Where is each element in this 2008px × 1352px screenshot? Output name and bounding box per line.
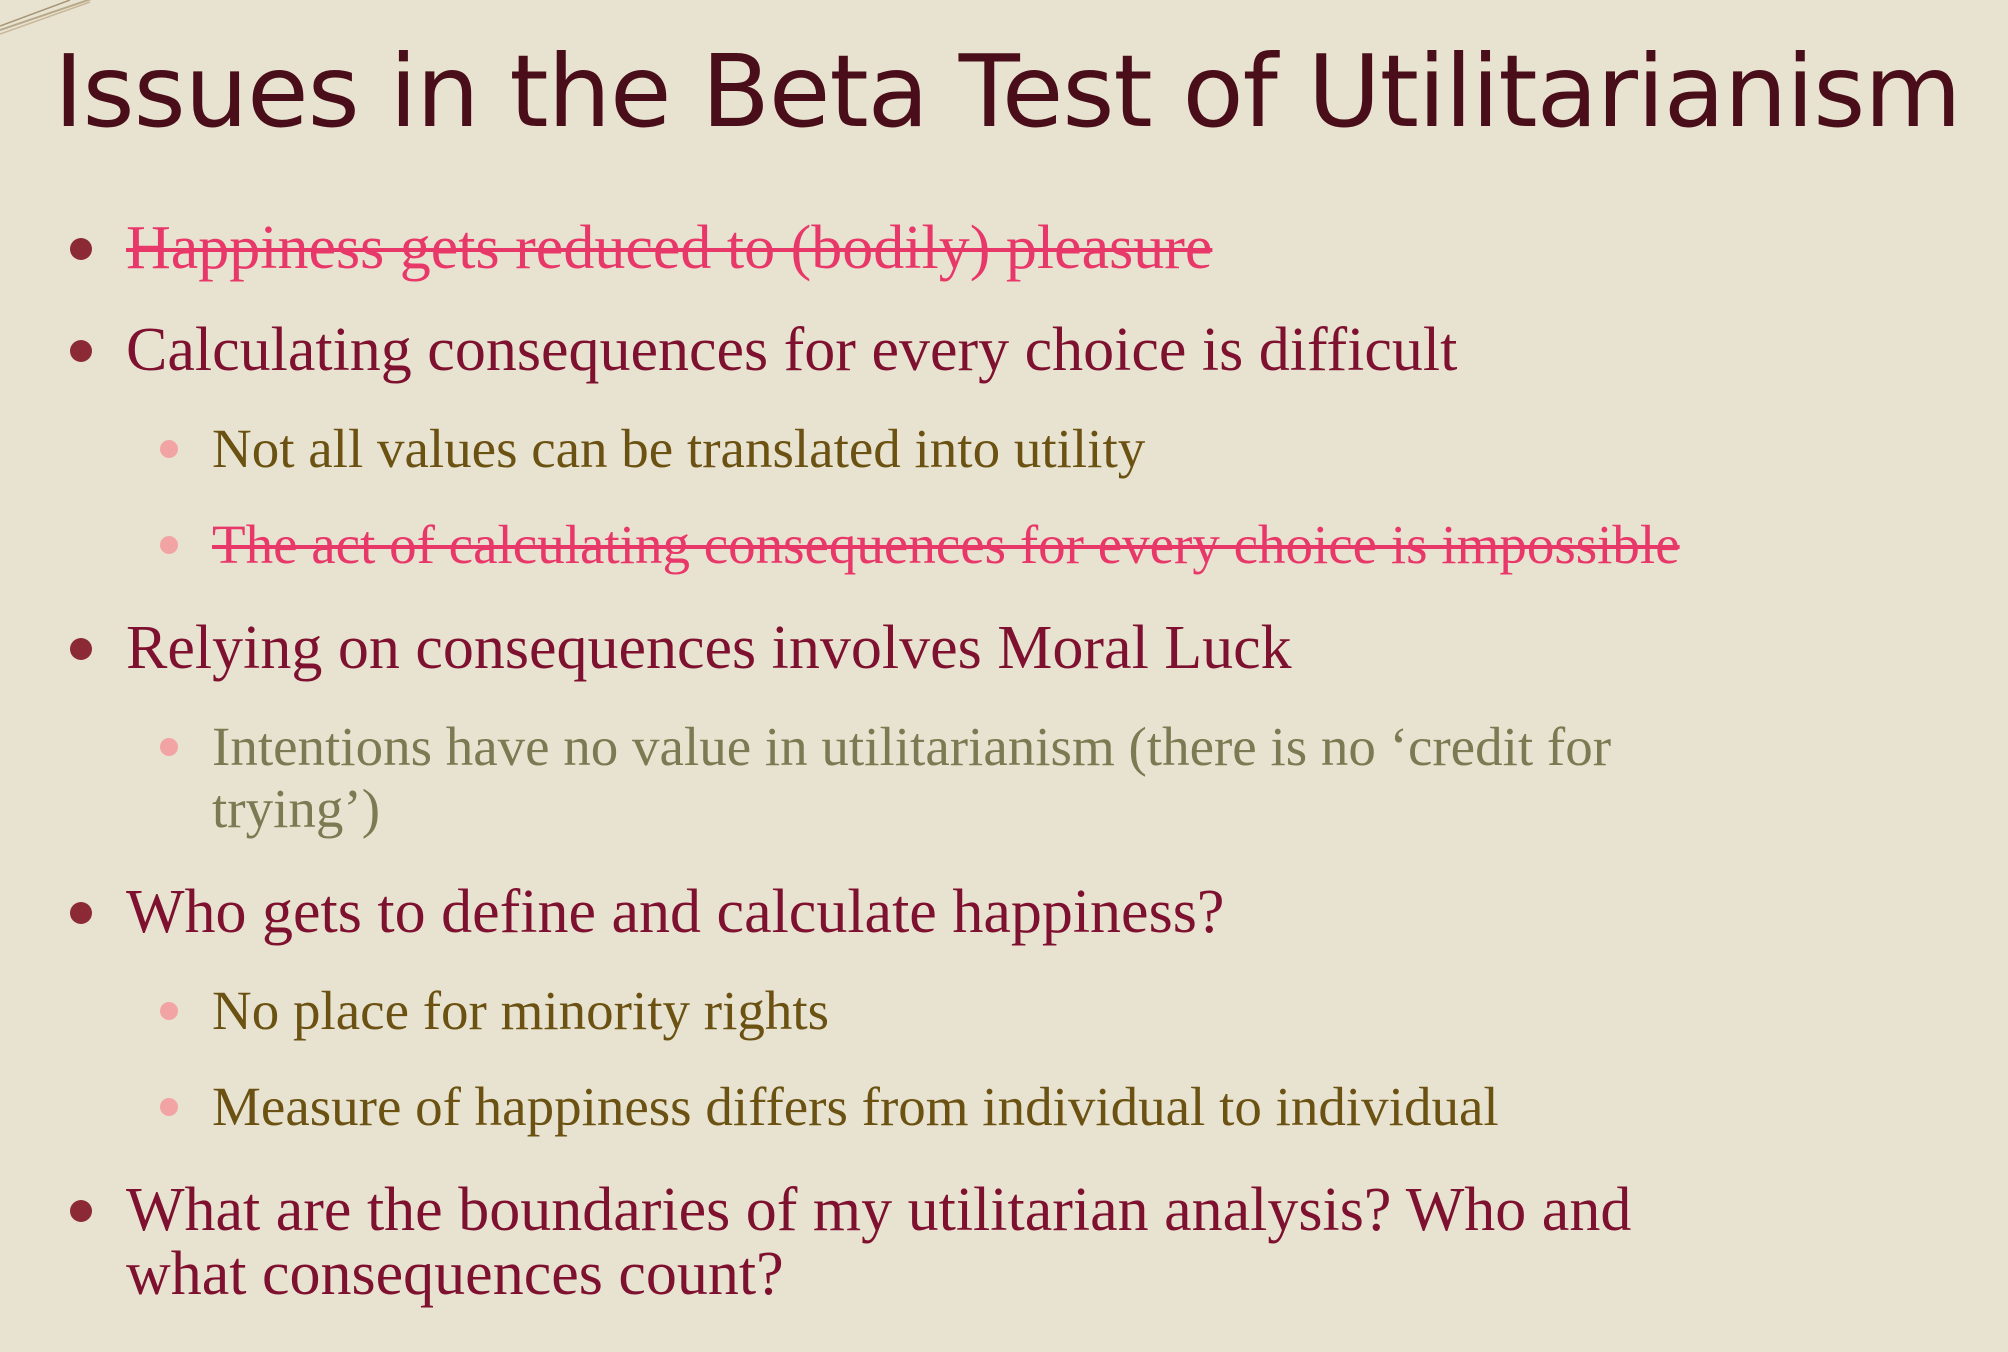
bullet-dot-icon — [70, 902, 92, 924]
sub-bullet-dot-icon — [160, 1002, 178, 1020]
sub-bullet-dot-icon — [160, 440, 178, 458]
sub-bullet-item: The act of calculating consequences for … — [160, 514, 1680, 576]
sub-bullet-item: No place for minority rights — [160, 980, 830, 1042]
bullet-item: Who gets to define and calculate happine… — [70, 878, 1225, 946]
sub-bullet-item: Intentions have no value in utilitariani… — [160, 716, 1612, 840]
sub-bullet-text: Not all values can be translated into ut… — [212, 418, 1146, 479]
bullet-item: Happiness gets reduced to (bodily) pleas… — [70, 214, 1213, 282]
bullet-item: Calculating consequences for every choic… — [70, 316, 1458, 384]
bullet-dot-icon — [70, 1200, 92, 1222]
sub-bullet-text: No place for minority rights — [212, 980, 830, 1041]
sub-bullet-dot-icon — [160, 1098, 178, 1116]
bullet-text: Who gets to define and calculate happine… — [126, 878, 1225, 946]
sub-bullet-item: Measure of happiness differs from indivi… — [160, 1076, 1499, 1138]
bullet-text-line1: What are the boundaries of my utilitaria… — [126, 1176, 1632, 1244]
bullet-text: Calculating consequences for every choic… — [126, 316, 1458, 384]
bullet-text-line2: what consequences count? — [126, 1240, 784, 1308]
sub-bullet-text: The act of calculating consequences for … — [212, 514, 1680, 575]
bullet-dot-icon — [70, 638, 92, 660]
slide-title: Issues in the Beta Test of Utilitarianis… — [54, 33, 1962, 150]
bullet-text: Relying on consequences involves Moral L… — [126, 614, 1292, 682]
bullet-item: Relying on consequences involves Moral L… — [70, 614, 1292, 682]
bullet-item: What are the boundaries of my utilitaria… — [70, 1176, 1632, 1308]
sub-bullet-dot-icon — [160, 536, 178, 554]
bullet-dot-icon — [70, 340, 92, 362]
corner-decoration-icon — [0, 0, 92, 35]
sub-bullet-text: Measure of happiness differs from indivi… — [212, 1076, 1499, 1137]
sub-bullet-dot-icon — [160, 738, 178, 756]
sub-bullet-text-line2: trying’) — [212, 778, 381, 839]
bullet-dot-icon — [70, 238, 92, 260]
bullet-text: Happiness gets reduced to (bodily) pleas… — [126, 214, 1213, 282]
sub-bullet-item: Not all values can be translated into ut… — [160, 418, 1146, 480]
sub-bullet-text-line1: Intentions have no value in utilitariani… — [212, 716, 1612, 777]
